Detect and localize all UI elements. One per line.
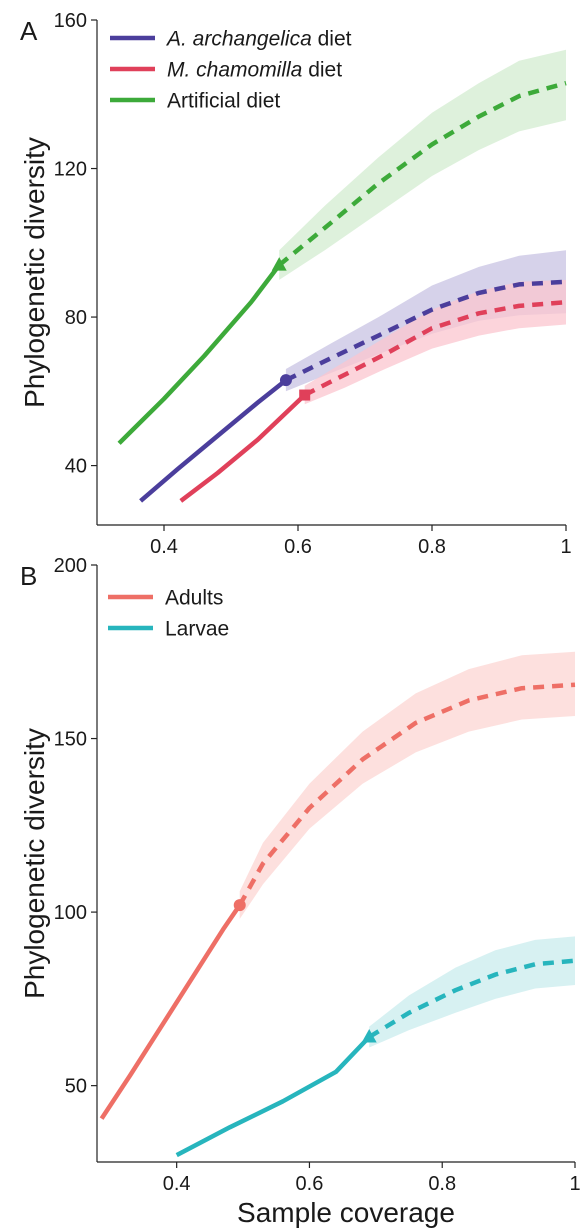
legend-label-2: Artificial diet xyxy=(167,90,280,113)
panel-letter: A xyxy=(20,16,38,46)
panel-a: A 40 80 120 160 0.4 0.6 0.8 1 Phylogenetic divers… xyxy=(19,10,572,558)
x-axis-title: Sample coverage xyxy=(237,1197,455,1228)
legend-label-1: Larvae xyxy=(165,618,229,641)
y-tick-label: 150 xyxy=(54,729,87,751)
legend-label-part: Artificial diet xyxy=(167,90,280,113)
y-tick-label: 160 xyxy=(54,10,87,32)
legend-label-part: M. chamomilla xyxy=(167,59,302,82)
x-tick-label: 0.6 xyxy=(296,1173,324,1195)
y-tick-label: 120 xyxy=(54,159,87,181)
legend-label-part: diet xyxy=(312,28,352,51)
y-axis-title: Phylogenetic diversity xyxy=(19,728,50,999)
x-tick-label: 0.4 xyxy=(150,536,178,558)
x-tick-label: 0.8 xyxy=(428,1173,456,1195)
legend-label-0: Adults xyxy=(165,587,223,610)
x-tick-label: 0.8 xyxy=(418,536,446,558)
observed-point-0 xyxy=(280,374,292,386)
confidence-band-1 xyxy=(369,936,575,1047)
x-tick-label: 1 xyxy=(560,536,571,558)
x-tick-label: 0.6 xyxy=(284,536,312,558)
confidence-band-2 xyxy=(279,50,566,280)
legend-label-part: Adults xyxy=(165,587,223,610)
panel-letter: B xyxy=(20,561,37,591)
confidence-band-0 xyxy=(240,652,575,919)
interpolated-line-1 xyxy=(177,1037,370,1155)
legend: Adults Larvae xyxy=(108,587,229,641)
interpolated-line-0 xyxy=(102,905,240,1118)
y-axis-title: Phylogenetic diversity xyxy=(19,137,50,408)
observed-point-0 xyxy=(234,899,246,911)
x-tick-label: 0.4 xyxy=(163,1173,191,1195)
interpolated-line-1 xyxy=(181,395,305,501)
legend-label-0: A. archangelica diet xyxy=(165,28,352,51)
legend-label-part: A. archangelica xyxy=(165,28,312,51)
legend-label-1: M. chamomilla diet xyxy=(167,59,342,82)
observed-point-1 xyxy=(299,390,310,401)
y-tick-label: 50 xyxy=(65,1076,87,1098)
y-tick-label: 40 xyxy=(65,456,87,478)
y-tick-label: 200 xyxy=(54,555,87,577)
y-tick-label: 100 xyxy=(54,902,87,924)
legend-label-part: Larvae xyxy=(165,618,229,641)
y-tick-label: 80 xyxy=(65,307,87,329)
panel-b: B 50 100 150 200 0.4 0.6 0.8 1 Phylogenetic diver… xyxy=(19,555,581,1228)
legend-label-part: diet xyxy=(302,59,342,82)
interpolated-line-2 xyxy=(119,265,279,443)
x-tick-label: 1 xyxy=(569,1173,580,1195)
